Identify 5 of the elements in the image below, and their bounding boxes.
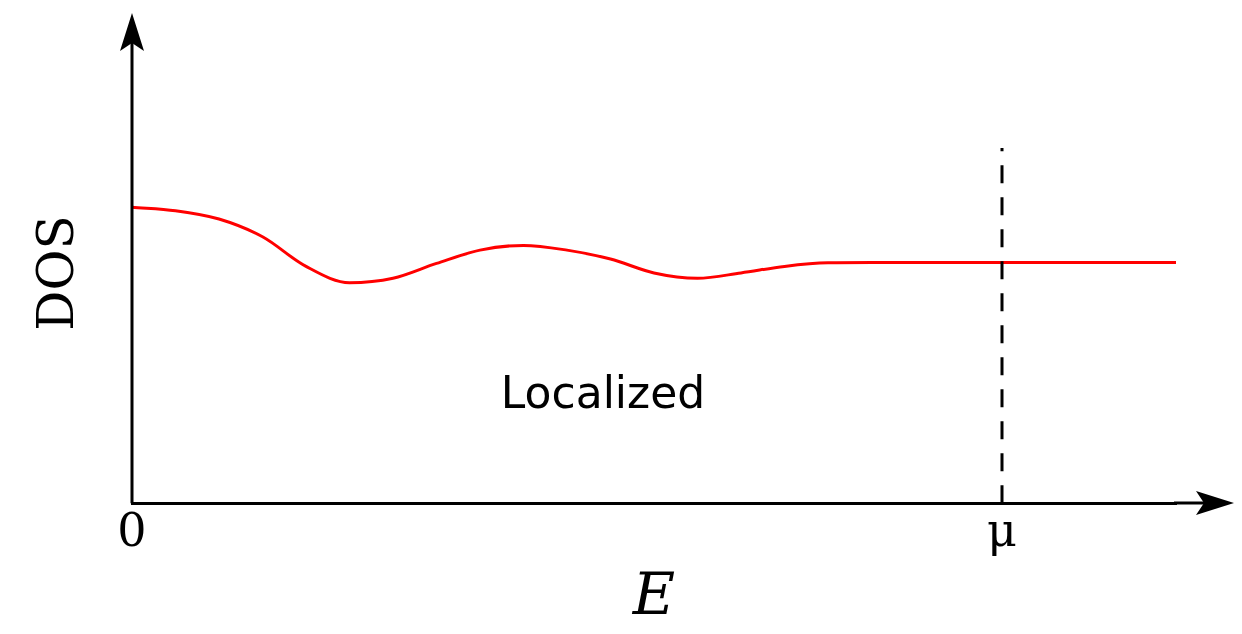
x-tick-label: 0: [117, 502, 147, 557]
annotation: Localized: [500, 366, 706, 418]
x-axis-title: E: [631, 560, 676, 629]
x-tick-label: μ: [987, 502, 1017, 557]
y-axis-title: DOS: [27, 215, 85, 331]
